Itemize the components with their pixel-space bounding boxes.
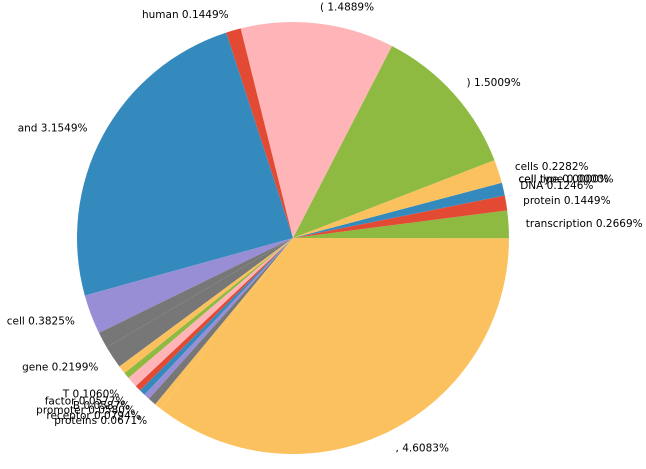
pie-slice-gene xyxy=(106,238,293,367)
pie-slice-dna xyxy=(293,182,505,238)
pie-slice-receptor xyxy=(148,238,293,405)
slice-label: ) 1.5009% xyxy=(467,77,521,89)
pie-slices xyxy=(76,22,510,454)
pie-slice-cells xyxy=(293,160,502,238)
pie-slice-unlabeled-5 xyxy=(119,238,293,374)
slice-label: DNA 0.1246% xyxy=(520,180,593,192)
slice-label: promoter 0.0580% xyxy=(36,405,135,417)
pie-slice-promoter xyxy=(144,238,293,399)
slice-label: transcription 0.2669% xyxy=(526,218,643,230)
pie-slice-and xyxy=(76,32,293,296)
pie-slice-cell xyxy=(84,238,293,333)
slice-label: cell type 0.0000% xyxy=(519,173,614,185)
pie-slice-factor xyxy=(135,238,293,391)
pie-labels: human 0.1449% and 3.1549% cell 0.3825% gene… xyxy=(7,1,643,454)
pie-slice-unlabeled-3 xyxy=(98,238,294,348)
slice-label: protein 0.1449% xyxy=(523,195,610,207)
slice-label: cells 0.2282% xyxy=(515,161,589,173)
slice-label: receptor 0.0794% xyxy=(46,410,140,422)
slice-label: and 3.1549% xyxy=(18,123,88,135)
slice-label: B 0.0587% xyxy=(73,400,130,412)
slice-label: , 4.6083% xyxy=(396,443,449,455)
pie-slice-t xyxy=(128,238,293,387)
slice-label: human 0.1449% xyxy=(142,9,229,21)
slice-label: gene 0.2199% xyxy=(22,362,98,374)
slice-label: ( 1.4889% xyxy=(320,1,374,13)
slice-label: proteins 0.0671% xyxy=(54,415,147,427)
pie-slice-b xyxy=(140,238,293,395)
pie-slice-human xyxy=(226,28,293,239)
pie-slice-unlabeled-6 xyxy=(124,238,293,378)
pie-slice-- xyxy=(160,238,510,454)
pie-slice-proteins xyxy=(155,238,293,409)
pie-slice-protein xyxy=(293,195,508,238)
slice-label: T 0.1060% xyxy=(62,389,119,401)
pie-slice-- xyxy=(240,22,392,239)
slice-label: cell 0.3825% xyxy=(7,316,75,328)
slice-label: factor 0.0577% xyxy=(45,395,126,407)
pie-slice-- xyxy=(293,46,495,238)
pie-slice-transcription xyxy=(293,210,510,239)
slice-label: cell line 0.0000% xyxy=(519,173,609,185)
